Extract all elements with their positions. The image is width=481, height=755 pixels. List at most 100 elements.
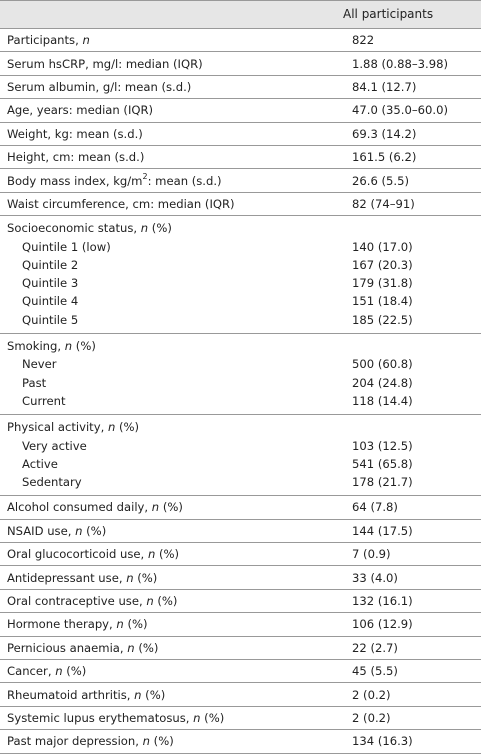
table-row: Very active 103 (12.5) [0,436,481,454]
label-text: (%) [153,594,178,609]
row-value: 118 (14.4) [352,393,413,408]
label-text: Quintile 4 [22,294,79,309]
row-value: 103 (12.5) [352,438,413,453]
row-value: 822 [352,33,375,48]
table-row: Quintile 1 (low) 140 (17.0) [0,237,481,255]
label-text: Cancer, [7,664,56,679]
row-value: 132 (16.1) [352,594,413,609]
row-group: Physical activity, n (%) Very active 103 (… [0,415,481,497]
label-text: Quintile 2 [22,257,79,272]
row-group: Serum albumin, g/l: mean (s.d.) 84.1 (12.… [0,76,481,100]
row-value: 185 (22.5) [352,312,413,327]
label-text: (%) [149,734,174,749]
row-group: Cancer, n (%) 45 (5.5) [0,660,481,684]
label-italic: n [126,570,134,585]
row-label: Quintile 1 (low) [22,240,111,254]
row-value: 64 (7.8) [352,500,398,515]
row-label: NSAID use, n (%) [7,524,106,538]
row-value: 144 (17.5) [352,523,413,538]
label-text: Oral glucocorticoid use, [7,547,148,562]
table-row: Quintile 4 151 (18.4) [0,292,481,310]
label-text: Never [22,357,57,372]
row-label: Active [22,457,58,471]
label-text: Body mass index, kg/m [7,173,143,188]
label-italic: n [146,594,154,609]
row-group: Rheumatoid arthritis, n (%) 2 (0.2) [0,683,481,707]
label-italic: n [142,734,150,749]
label-superscript: 2 [142,171,148,181]
row-value: 2 (0.2) [352,687,391,702]
label-italic: n [75,523,83,538]
row-label: Antidepressant use, n (%) [7,571,157,585]
table-row: Quintile 5 185 (22.5) [0,311,481,329]
label-italic: n [107,420,116,435]
table-row: Never 500 (60.8) [0,355,481,373]
label-text: Rheumatoid arthritis, [7,687,135,702]
row-label: Past [22,376,46,390]
label-text: Sedentary [22,475,82,490]
label-text: Serum hsCRP, mg/l: median (IQR) [7,56,203,71]
label-italic: n [193,710,201,725]
row-group: Waist circumference, cm: median (IQR) 82 … [0,193,481,217]
row-label: Waist circumference, cm: median (IQR) [7,197,235,211]
table-header: All participants [0,1,481,29]
label-text: Serum albumin, g/l: mean (s.d.) [7,79,192,94]
row-group: Hormone therapy, n (%) 106 (12.9) [0,613,481,637]
label-text: Current [22,393,66,408]
label-italic: n [140,221,149,236]
group-title-row: Physical activity, n (%) [0,418,481,436]
label-text: NSAID use, [7,523,76,538]
label-text: (%) [115,420,140,435]
row-group: Pernicious anaemia, n (%) 22 (2.7) [0,637,481,661]
row-group: Height, cm: mean (s.d.) 161.5 (6.2) [0,146,481,170]
row-value: 500 (60.8) [352,357,413,372]
row-label: Age, years: median (IQR) [7,103,153,117]
row-value: 47.0 (35.0–60.0) [352,103,448,118]
row-group: Antidepressant use, n (%) 33 (4.0) [0,566,481,590]
row-value: 178 (21.7) [352,475,413,490]
column-header: All participants [343,7,434,21]
row-value: 167 (20.3) [352,257,413,272]
row-value: 82 (74–91) [352,196,415,211]
label-text: Waist circumference, cm: median (IQR) [7,196,235,211]
table-row: Quintile 3 179 (31.8) [0,274,481,292]
label-text: (%) [148,221,172,236]
label-text: (%) [200,710,225,725]
label-italic: n [151,500,160,515]
label-italic: n [134,687,142,702]
row-label: Oral contraceptive use, n (%) [7,594,177,608]
row-label: Serum albumin, g/l: mean (s.d.) [7,80,191,94]
label-text: Very active [22,438,87,453]
row-value: 161.5 (6.2) [352,150,417,165]
label-text: Quintile 5 [22,312,79,327]
label-text: Alcohol consumed daily, [7,500,152,515]
row-label: Quintile 5 [22,313,78,327]
label-italic: n [55,664,63,679]
label-text: Pernicious anaemia, [7,640,128,655]
label-text: Hormone therapy, [7,617,117,632]
group-title: Physical activity, n (%) [7,420,139,434]
row-group: Oral contraceptive use, n (%) 132 (16.1) [0,590,481,614]
row-label: Quintile 4 [22,294,78,308]
table-row: Quintile 2 167 (20.3) [0,256,481,274]
label-text: Participants, [7,33,83,48]
label-text: Quintile 1 (low) [22,239,111,254]
row-value: 179 (31.8) [352,276,413,291]
table-row: Current 118 (14.4) [0,392,481,410]
row-value: 84.1 (12.7) [352,79,417,94]
row-label: Never [22,357,57,371]
row-group: Body mass index, kg/m2: mean (s.d.) 26.6 … [0,169,481,193]
label-italic: n [82,33,90,48]
row-group: NSAID use, n (%) 144 (17.5) [0,520,481,544]
label-text: (%) [155,547,180,562]
row-label: Sedentary [22,475,82,489]
row-label: Height, cm: mean (s.d.) [7,150,144,164]
label-text: Active [22,456,58,471]
label-text: (%) [133,570,158,585]
label-text: Oral contraceptive use, [7,594,147,609]
label-text: Height, cm: mean (s.d.) [7,150,145,165]
row-group: Past major depression, n (%) 134 (16.3) [0,730,481,754]
row-label: Quintile 3 [22,276,78,290]
row-label: Past major depression, n (%) [7,734,174,748]
